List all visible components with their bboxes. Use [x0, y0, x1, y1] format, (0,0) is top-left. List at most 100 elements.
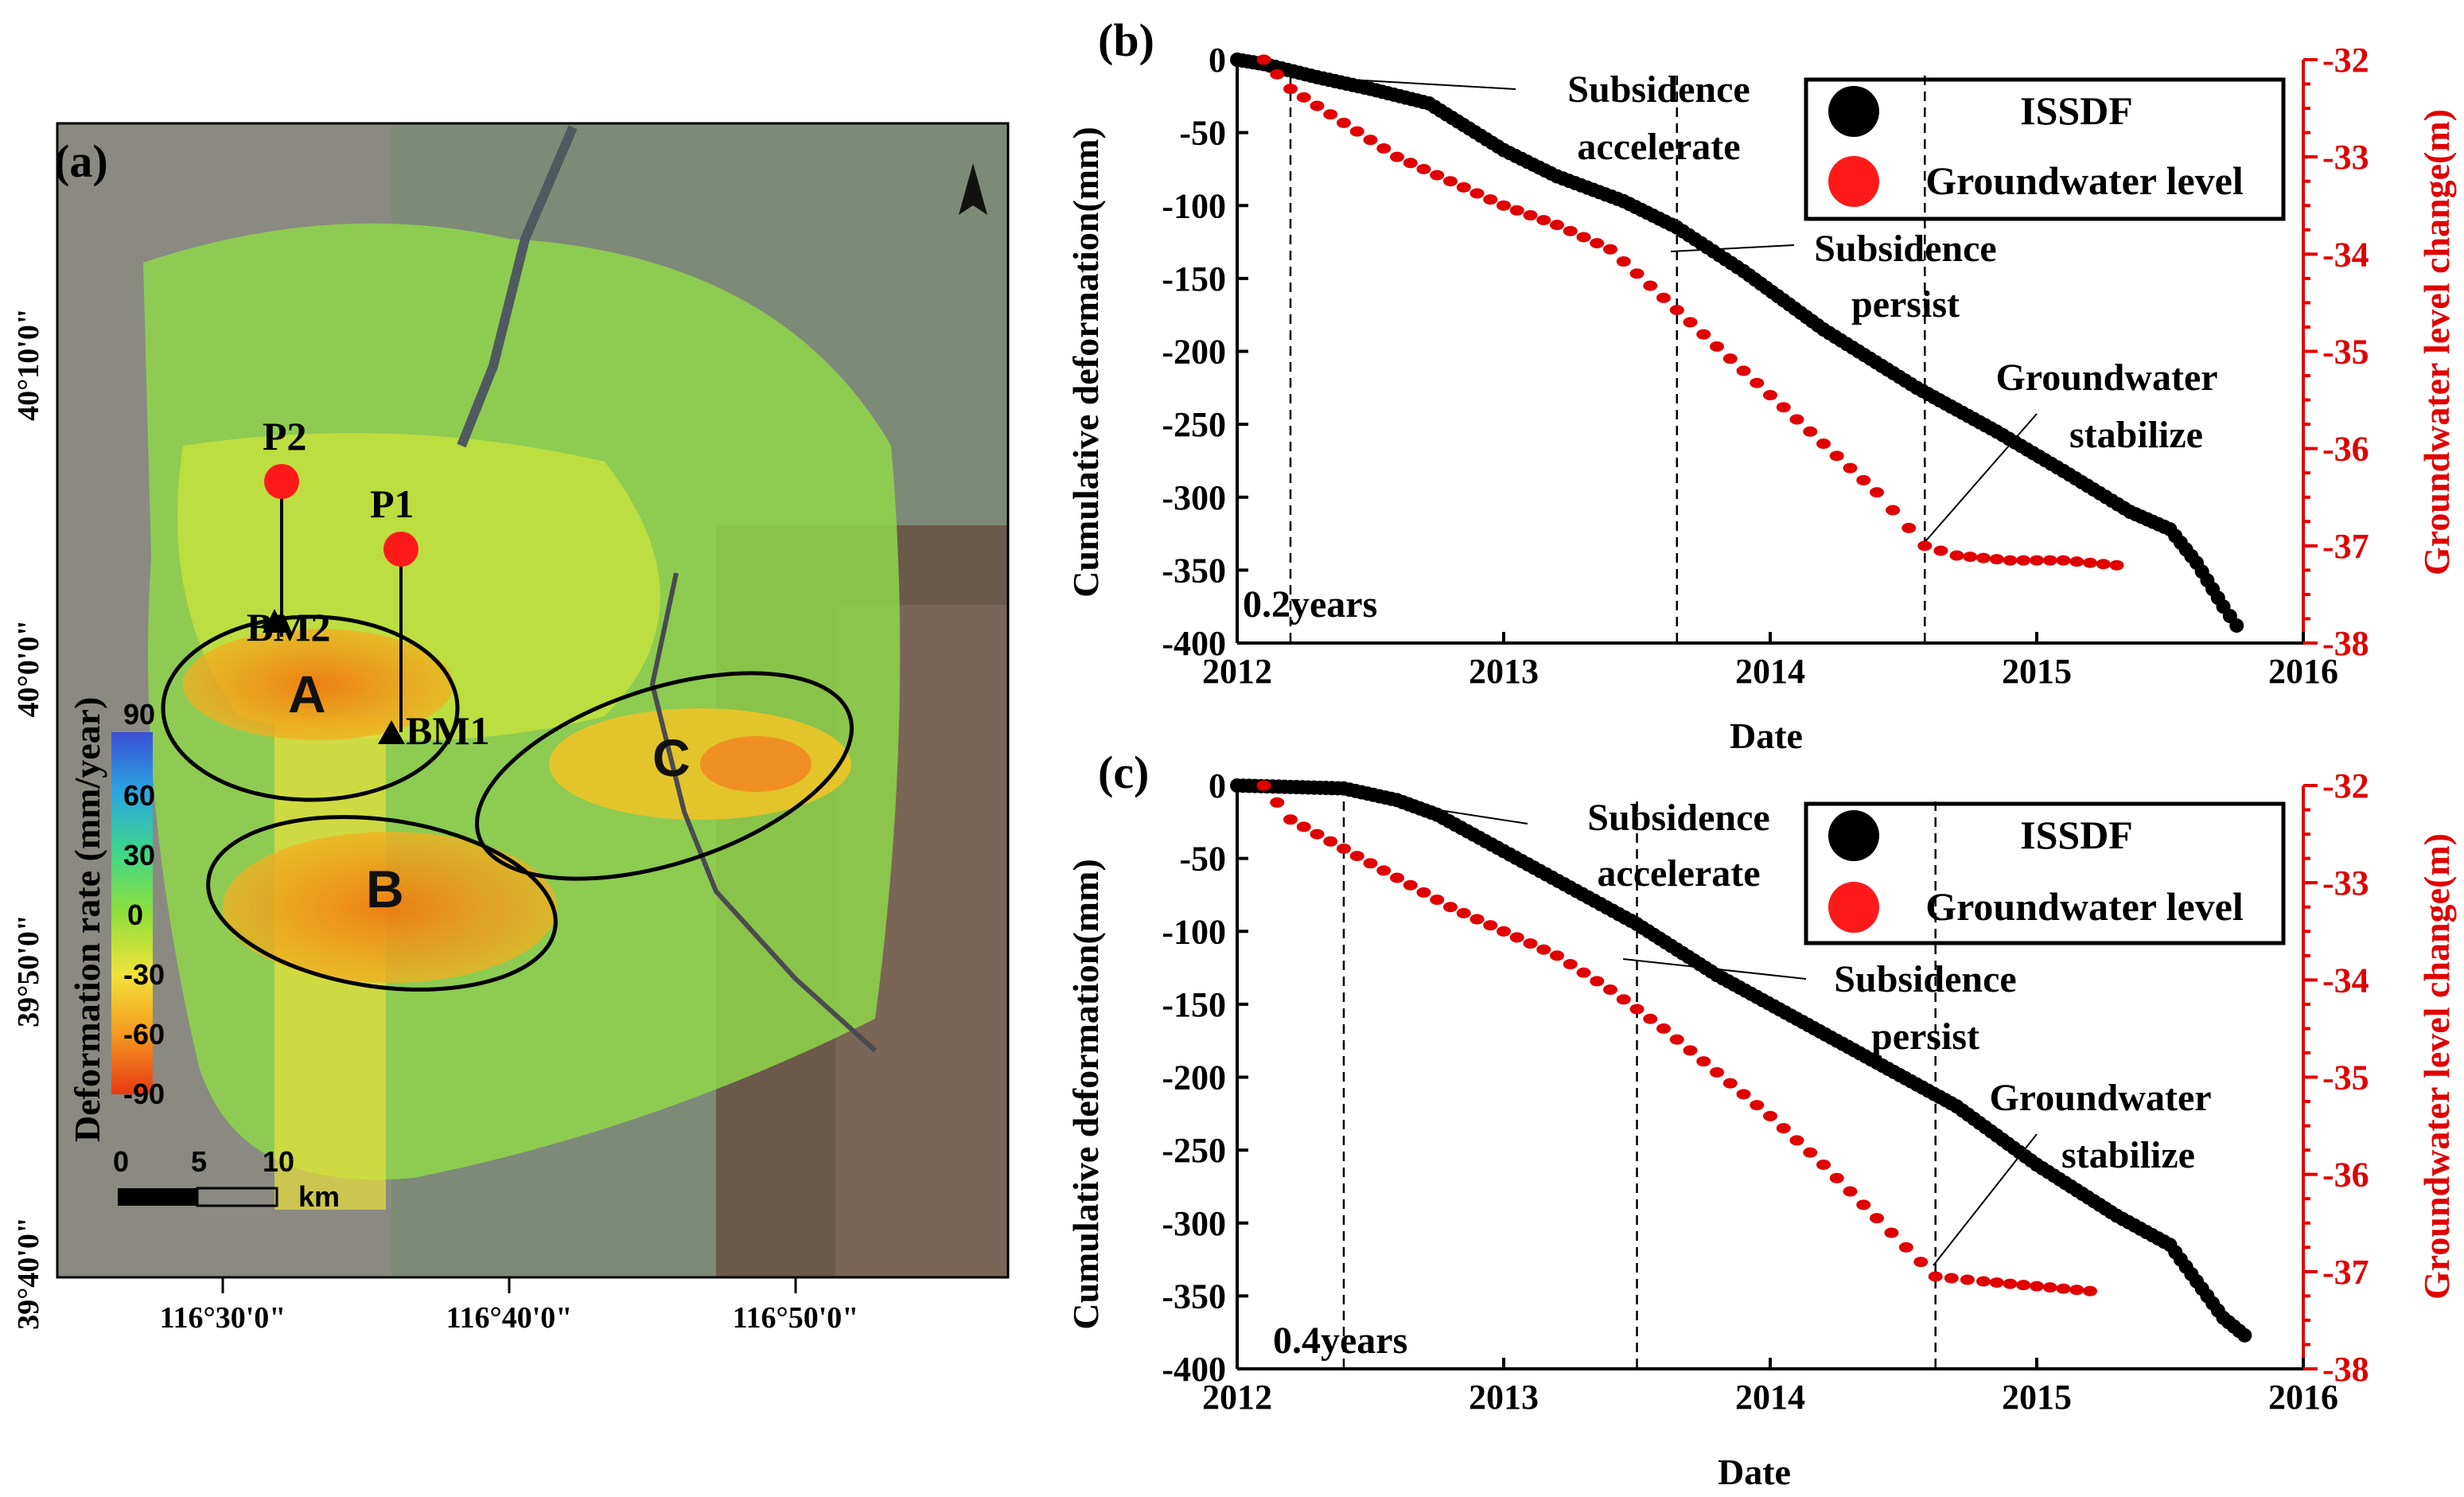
- groundwater-point: [1902, 522, 1917, 533]
- groundwater-point: [1989, 554, 2004, 565]
- y-tick-label: -200: [1162, 333, 1226, 372]
- y-right-tick-label: -33: [2322, 138, 2369, 177]
- groundwater-point: [1696, 329, 1711, 340]
- groundwater-point: [1256, 54, 1271, 65]
- y-tick-label: 0: [1209, 41, 1226, 80]
- y-tick-label: -300: [1162, 1204, 1226, 1243]
- groundwater-point: [1443, 176, 1458, 187]
- groundwater-point: [1349, 126, 1364, 137]
- groundwater-point: [1722, 1078, 1738, 1089]
- groundwater-point: [1669, 305, 1684, 316]
- colorbar-tick: 90: [123, 698, 155, 731]
- groundwater-point: [1430, 895, 1445, 906]
- groundwater-point: [1776, 402, 1791, 413]
- legend-b: [1804, 77, 2286, 221]
- y-right-tick-label: -37: [2322, 1253, 2369, 1292]
- groundwater-point: [1536, 215, 1551, 226]
- groundwater-point: [1736, 365, 1751, 376]
- groundwater-point: [2042, 1282, 2057, 1293]
- colorbar-tick: -60: [123, 1018, 165, 1051]
- groundwater-point: [1616, 994, 1631, 1005]
- colorbar: [111, 732, 153, 1094]
- groundwater-point: [1483, 194, 1498, 205]
- groundwater-point: [1576, 232, 1591, 243]
- bm2-triangle-icon: [263, 609, 286, 633]
- legend-issdf-marker: [1828, 86, 1879, 137]
- annot-c-lag: 0.4years: [1273, 1320, 1407, 1362]
- legend-b-issdf: ISSDF: [2020, 88, 2133, 133]
- colorbar-tick: 60: [123, 779, 155, 812]
- zone-c-label: C: [652, 728, 691, 787]
- groundwater-point: [2109, 559, 2124, 571]
- groundwater-point: [1563, 225, 1578, 236]
- groundwater-point: [1469, 914, 1485, 925]
- groundwater-point: [1917, 540, 1933, 552]
- lat-tick: 40°0'0": [12, 620, 45, 718]
- y-right-tick-label: -38: [2322, 1350, 2369, 1389]
- y-tick-label: -400: [1162, 1350, 1226, 1389]
- lat-tick: 39°50'0": [12, 914, 45, 1027]
- y-right-tick-label: -36: [2322, 1156, 2369, 1195]
- legend-c-groundwater: Groundwater level: [1925, 884, 2244, 929]
- groundwater-point: [1683, 317, 1698, 328]
- groundwater-point: [1337, 117, 1351, 128]
- groundwater-point: [1323, 109, 1338, 120]
- bm1-triangle-icon: [378, 720, 405, 744]
- p2-label: P2: [263, 414, 307, 458]
- deformation-map: A B C P2 BM2 P1 BM1 90 60 30 0 -30 -60 -…: [12, 122, 1010, 1335]
- y-tick-label: -300: [1162, 478, 1226, 517]
- groundwater-point: [1469, 188, 1485, 199]
- groundwater-point: [2096, 559, 2111, 570]
- groundwater-point: [1696, 1056, 1711, 1067]
- annot-b-persist-1: Subsidence: [1814, 228, 1996, 270]
- groundwater-point: [1856, 1199, 1871, 1210]
- y-right-tick-label: -35: [2322, 1058, 2369, 1097]
- groundwater-point: [1913, 1257, 1929, 1268]
- bm2-label: BM2: [247, 605, 331, 649]
- groundwater-point: [1403, 158, 1418, 169]
- groundwater-point: [1856, 474, 1871, 485]
- groundwater-point: [1310, 100, 1325, 111]
- groundwater-point: [1963, 552, 1978, 563]
- legend-c-issdf: ISSDF: [2020, 813, 2133, 857]
- groundwater-point: [1430, 170, 1445, 181]
- groundwater-point: [1710, 1066, 1724, 1078]
- groundwater-point: [2016, 1280, 2031, 1291]
- groundwater-point: [2083, 557, 2097, 568]
- y-right-tick-label: -33: [2322, 864, 2369, 902]
- groundwater-point: [2003, 1278, 2018, 1289]
- groundwater-point: [1603, 984, 1617, 996]
- annot-c-accelerate-2: accelerate: [1597, 852, 1760, 895]
- zone-c-outline: [475, 671, 854, 881]
- groundwater-point: [1509, 205, 1524, 216]
- x-tick-label: 2016: [2268, 652, 2338, 691]
- groundwater-point: [1884, 1227, 1899, 1238]
- zone-a-label: A: [288, 665, 326, 723]
- chart-b: (b) ISSDF Groundwater level Subsidence a…: [1065, 14, 2457, 756]
- groundwater-point: [2056, 555, 2071, 566]
- lon-tick: 116°30'0": [160, 1301, 286, 1335]
- lat-tick: 40°10'0": [12, 308, 45, 421]
- groundwater-point: [1643, 280, 1658, 291]
- y-tick-label: -100: [1162, 186, 1226, 225]
- groundwater-point: [2042, 555, 2057, 566]
- groundwater-point: [1829, 450, 1844, 462]
- y-tick-label: -50: [1179, 840, 1226, 879]
- groundwater-point: [2030, 555, 2044, 566]
- groundwater-point: [1989, 1277, 2004, 1288]
- groundwater-point: [1349, 851, 1364, 862]
- groundwater-point: [1870, 487, 1884, 498]
- issdf-point: [2237, 1327, 2252, 1343]
- groundwater-point: [1789, 414, 1804, 425]
- groundwater-point: [1497, 926, 1511, 937]
- groundwater-point: [1829, 1172, 1844, 1183]
- groundwater-point: [1803, 426, 1818, 437]
- colorbar-tick: 0: [127, 899, 143, 931]
- groundwater-point: [1270, 797, 1285, 808]
- y-tick-label: -150: [1162, 985, 1226, 1024]
- scalebar: [118, 1188, 197, 1206]
- groundwater-point: [1256, 780, 1271, 791]
- y-tick-label: -250: [1162, 1131, 1226, 1170]
- groundwater-point: [1283, 84, 1298, 95]
- panel-b-label: (b): [1098, 14, 1154, 66]
